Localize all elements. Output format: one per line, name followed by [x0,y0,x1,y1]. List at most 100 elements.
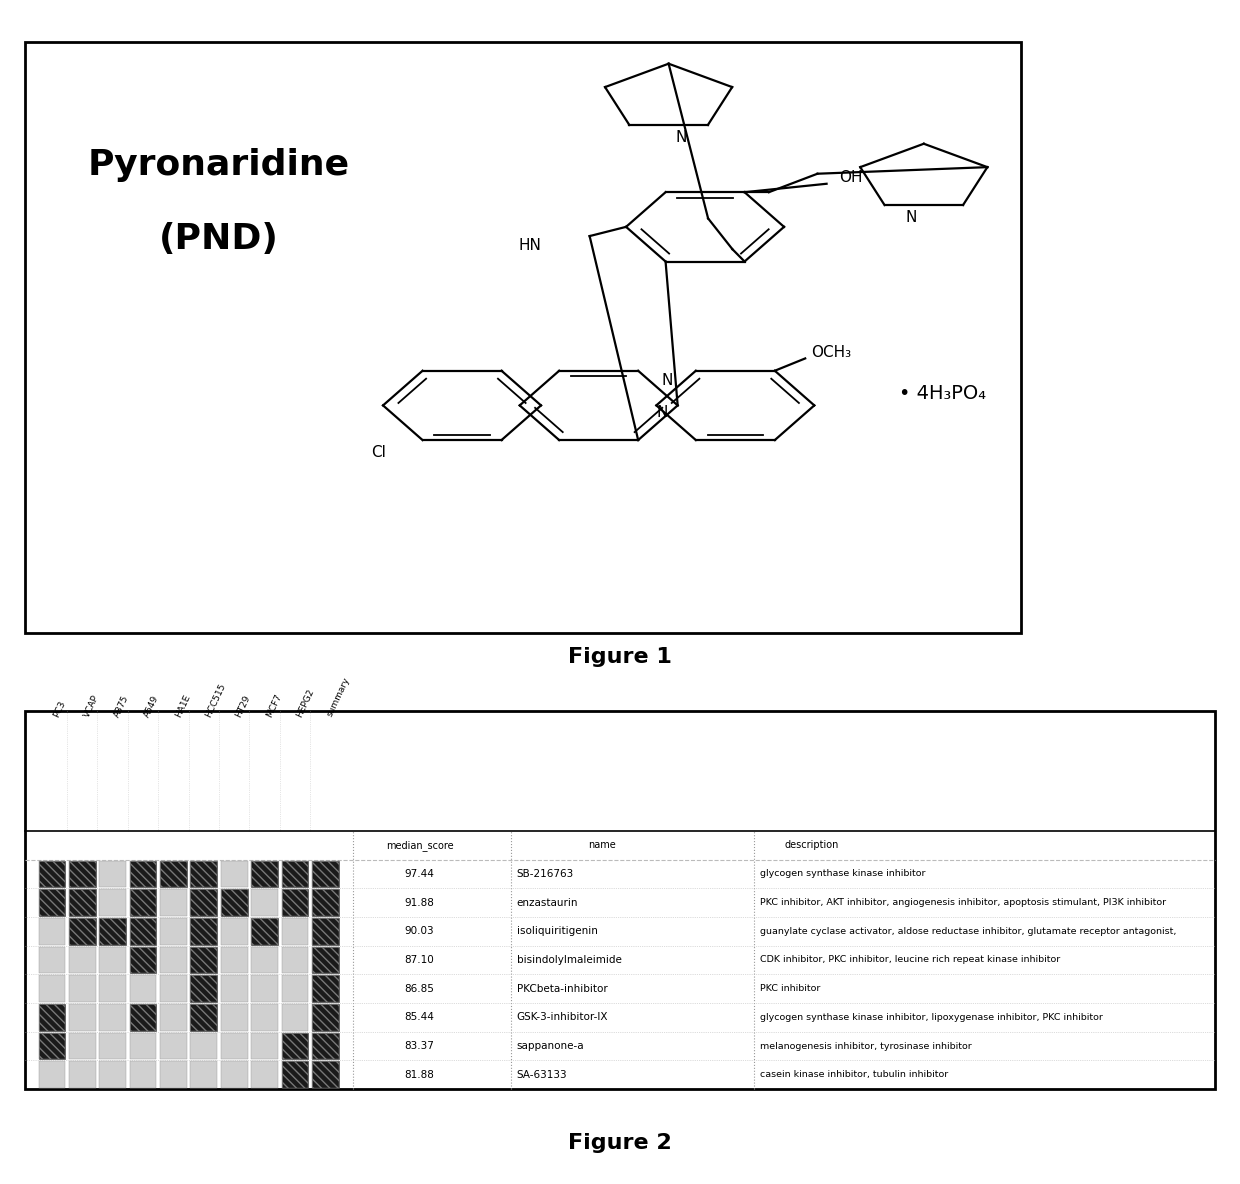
Bar [281,861,309,887]
Bar [312,1004,339,1030]
Text: 86.85: 86.85 [404,984,434,993]
Bar [281,947,309,973]
Bar [252,861,278,887]
Text: enzastaurin: enzastaurin [517,897,578,908]
Text: PKC inhibitor: PKC inhibitor [760,984,820,993]
Bar [281,1032,309,1060]
Text: Figure 2: Figure 2 [568,1133,672,1152]
Text: HN: HN [518,238,541,253]
Bar [312,861,339,887]
Text: description: description [784,841,838,850]
Text: Pyronaridine: Pyronaridine [88,148,350,182]
Bar [191,918,217,945]
Bar [312,918,339,945]
Bar [130,918,156,945]
Bar [252,861,278,887]
Bar [99,918,126,945]
Bar [69,918,95,945]
Bar [69,889,95,916]
Bar [252,947,278,973]
Bar [38,1061,66,1088]
Bar [130,918,156,945]
Bar [38,861,66,887]
Bar [160,1061,187,1088]
Bar [312,1004,339,1030]
Bar [281,1061,309,1088]
Bar [191,976,217,1002]
Bar [252,976,278,1002]
Bar [38,889,66,916]
Bar [99,918,126,945]
Bar [130,1061,156,1088]
Bar [69,1032,95,1060]
Text: MCF7: MCF7 [264,693,283,719]
Bar [252,918,278,945]
Text: VCAP: VCAP [82,693,100,719]
Text: HCC515: HCC515 [203,682,227,719]
Bar [130,1032,156,1060]
Bar [281,861,309,887]
Text: PKC inhibitor, AKT inhibitor, angiogenesis inhibitor, apoptosis stimulant, PI3K : PKC inhibitor, AKT inhibitor, angiogenes… [760,899,1166,907]
Text: OCH₃: OCH₃ [811,345,852,360]
Text: N: N [657,405,668,420]
Bar [281,1004,309,1030]
Bar [312,1061,339,1088]
Text: casein kinase inhibitor, tubulin inhibitor: casein kinase inhibitor, tubulin inhibit… [760,1070,949,1079]
Bar [191,947,217,973]
Text: PKCbeta-inhibitor: PKCbeta-inhibitor [517,984,608,993]
Text: sappanone-a: sappanone-a [517,1041,584,1051]
Bar [69,918,95,945]
Bar [281,1061,309,1088]
Bar [252,1032,278,1060]
Text: (PND): (PND) [159,223,279,256]
Bar [160,1004,187,1030]
Bar [252,889,278,916]
Text: HA1E: HA1E [174,693,192,719]
Text: A375: A375 [113,694,130,719]
Bar [191,889,217,916]
Bar [69,1061,95,1088]
Bar [130,976,156,1002]
Text: SA-63133: SA-63133 [517,1069,568,1080]
Bar [38,889,66,916]
Bar [69,861,95,887]
Bar [191,889,217,916]
Text: CDK inhibitor, PKC inhibitor, leucine rich repeat kinase inhibitor: CDK inhibitor, PKC inhibitor, leucine ri… [760,955,1060,965]
Text: glycogen synthase kinase inhibitor, lipoxygenase inhibitor, PKC inhibitor: glycogen synthase kinase inhibitor, lipo… [760,1012,1102,1022]
Bar [160,918,187,945]
Bar [191,947,217,973]
Bar [221,889,248,916]
Bar [191,1032,217,1060]
Text: 87.10: 87.10 [404,955,434,965]
Bar [312,918,339,945]
Text: 90.03: 90.03 [404,926,434,937]
Bar [221,889,248,916]
Bar [312,889,339,916]
Text: median_score: median_score [386,839,454,851]
Bar [130,947,156,973]
Bar [191,918,217,945]
Bar [191,861,217,887]
Bar [281,889,309,916]
Bar [281,976,309,1002]
Bar [281,889,309,916]
Text: 85.44: 85.44 [404,1012,434,1022]
Bar [69,861,95,887]
Text: 91.88: 91.88 [404,897,434,908]
Bar [25,43,1021,633]
Bar [99,1004,126,1030]
Bar [130,889,156,916]
Bar [69,889,95,916]
Text: glycogen synthase kinase inhibitor: glycogen synthase kinase inhibitor [760,869,925,879]
Bar [191,861,217,887]
Bar [221,1032,248,1060]
Bar [221,976,248,1002]
Bar [38,1004,66,1030]
Text: bisindolylmaleimide: bisindolylmaleimide [517,955,621,965]
Bar [312,861,339,887]
Text: • 4H₃PO₄: • 4H₃PO₄ [899,384,987,403]
Bar [312,1032,339,1060]
Bar [38,1032,66,1060]
Bar [160,976,187,1002]
Bar [38,918,66,945]
